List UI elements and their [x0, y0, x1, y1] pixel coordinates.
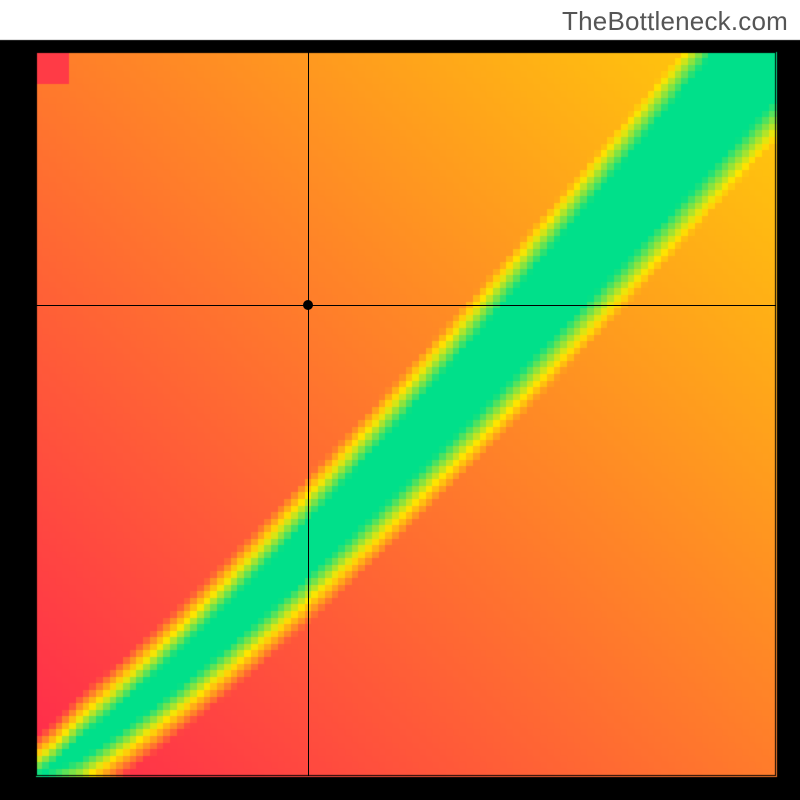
crosshair-vertical — [308, 52, 309, 776]
crosshair-horizontal — [36, 305, 776, 306]
bottleneck-heatmap — [0, 0, 800, 800]
crosshair-marker — [303, 300, 313, 310]
watermark-text: TheBottleneck.com — [562, 6, 788, 37]
chart-container: TheBottleneck.com — [0, 0, 800, 800]
